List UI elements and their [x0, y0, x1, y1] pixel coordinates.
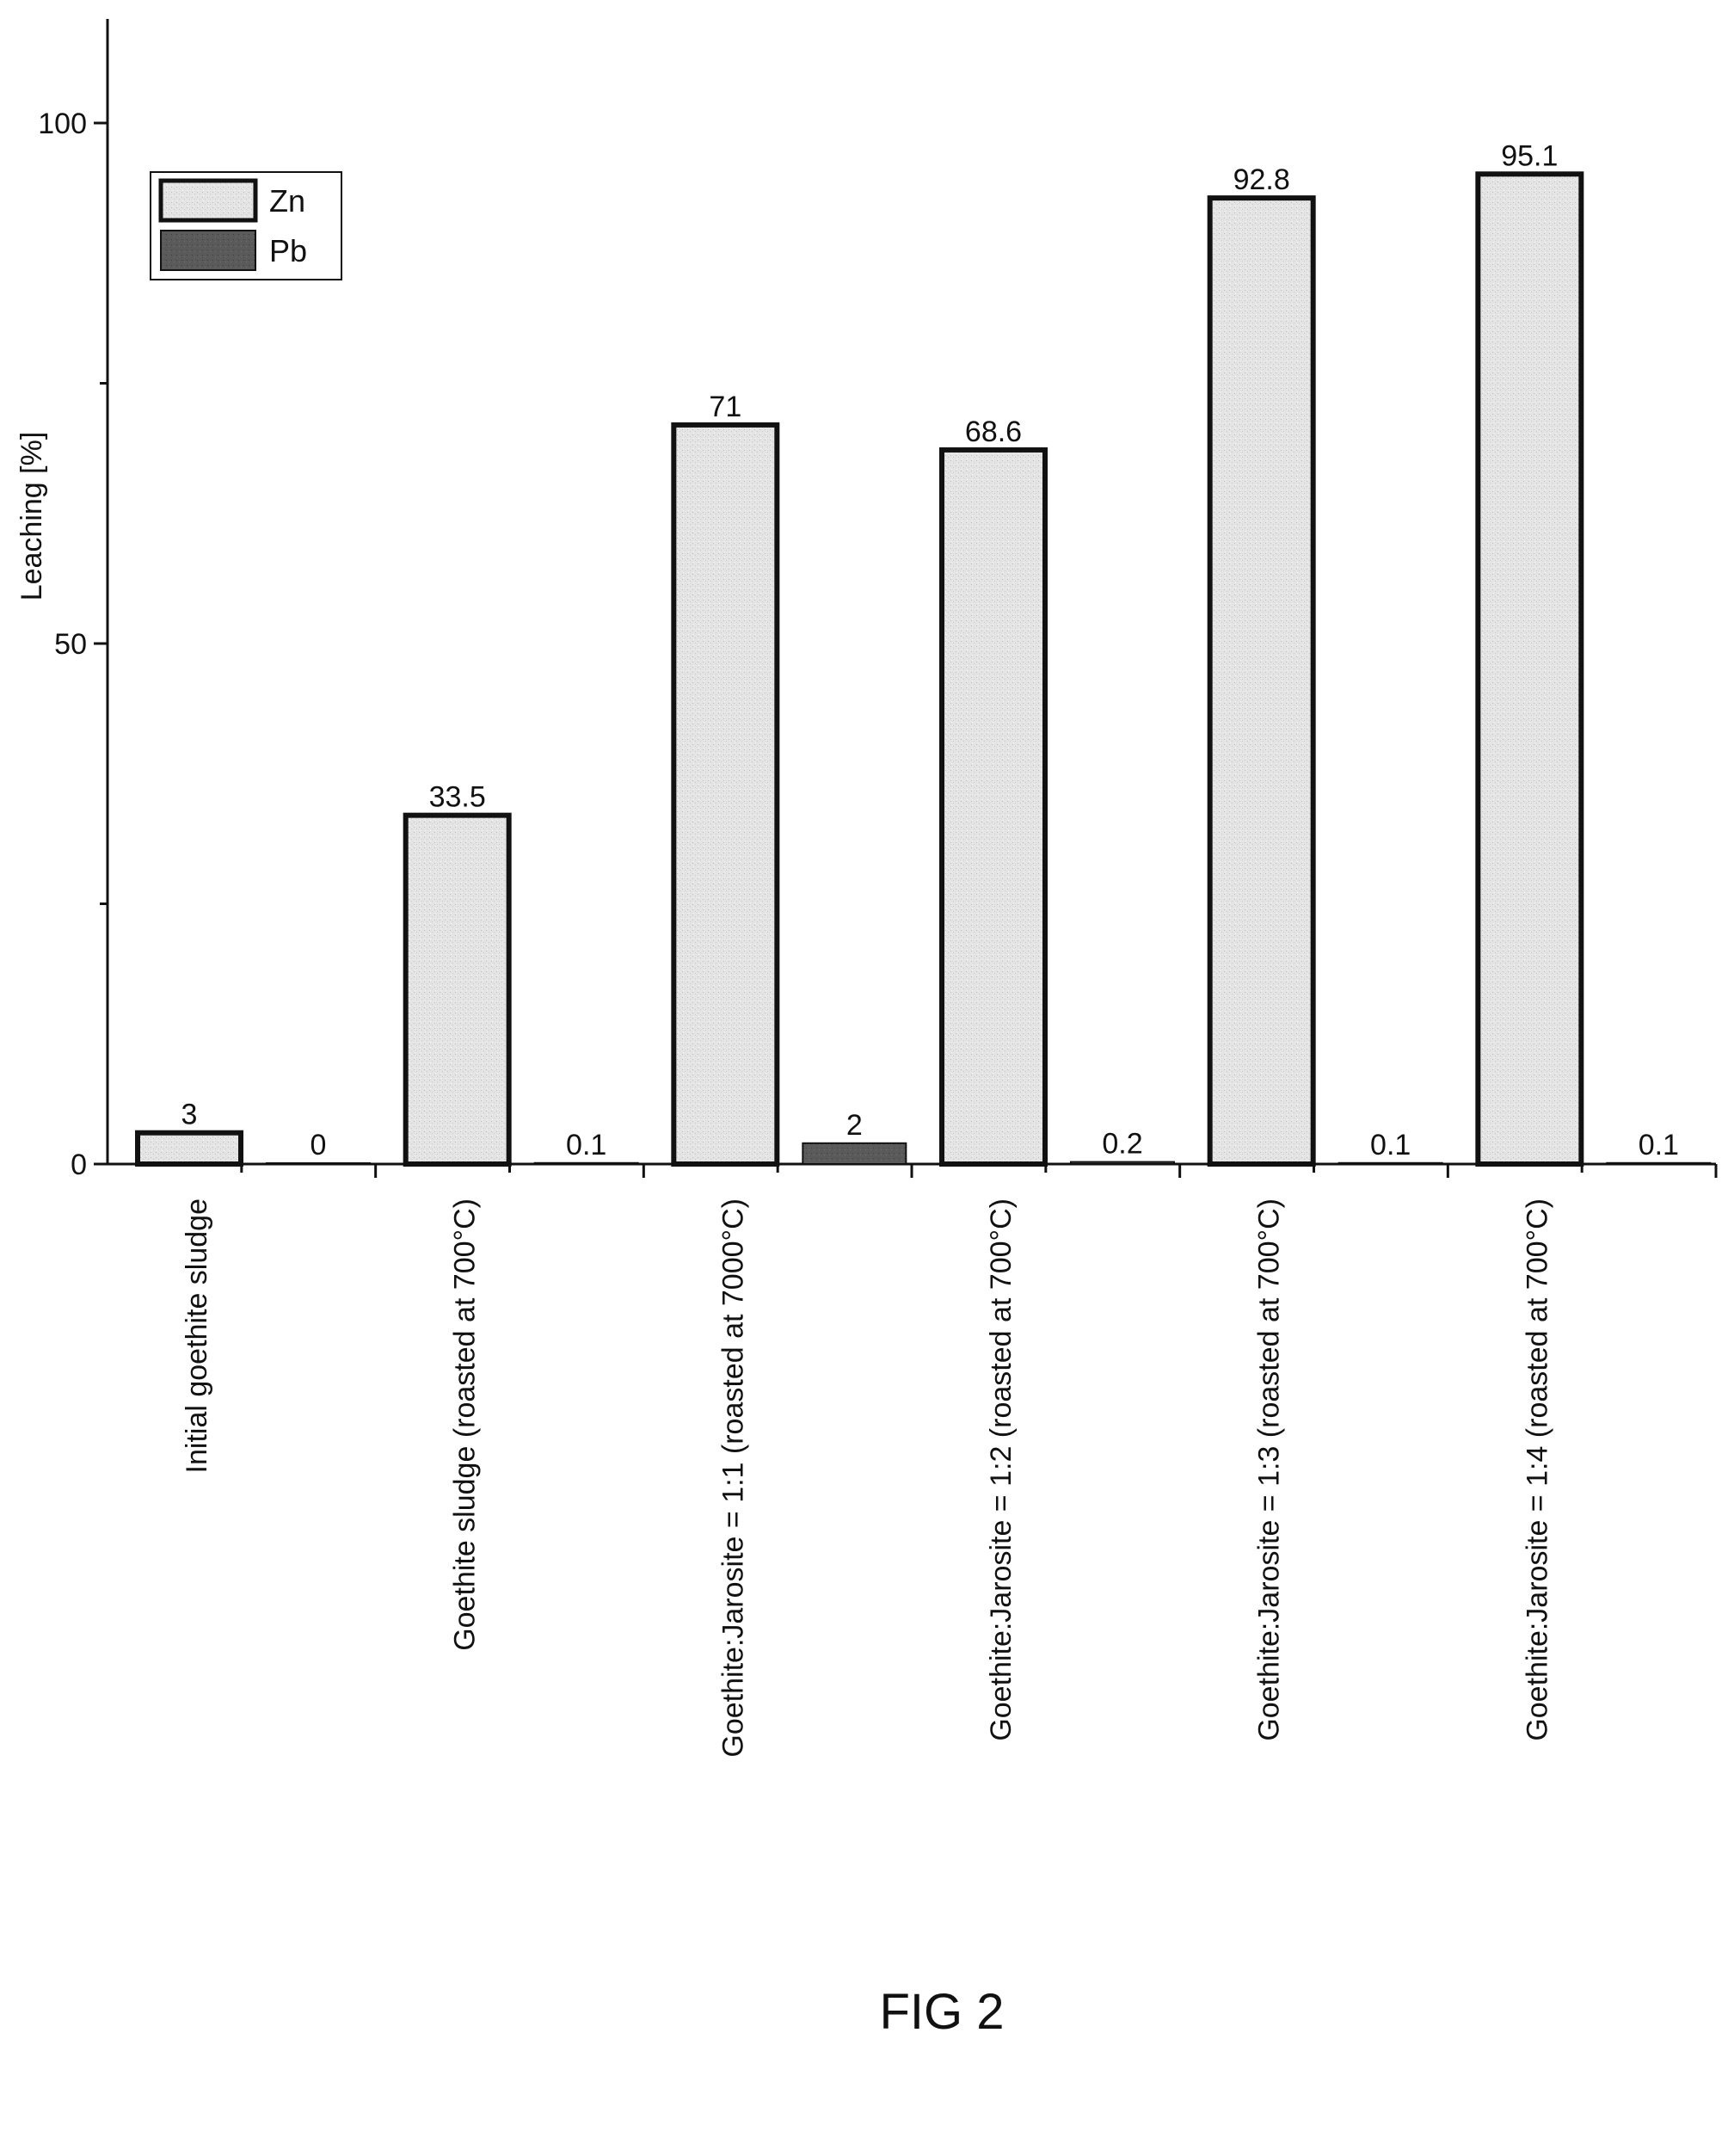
legend: Zn Pb — [150, 171, 342, 280]
category-label: Goethite:Jarosite = 1:1 (roasted at 7000… — [716, 1198, 749, 1758]
category-label: Goethite sludge (roasted at 700°C) — [449, 1198, 482, 1651]
bar-zn — [1207, 195, 1316, 1167]
legend-label-zn: Zn — [269, 183, 305, 219]
y-tick-label: 50 — [54, 628, 87, 661]
data-label-pb: 0 — [311, 1129, 327, 1161]
bar-pb — [802, 1142, 907, 1166]
data-label-pb: 0.1 — [1370, 1129, 1411, 1161]
y-tick-label: 0 — [71, 1149, 87, 1181]
bar-zn — [135, 1130, 243, 1167]
data-label-zn: 92.8 — [1233, 163, 1290, 196]
data-label-pb: 2 — [846, 1109, 863, 1142]
bar-zn — [939, 447, 1048, 1167]
bar-pb — [1070, 1161, 1175, 1165]
category-label: Goethite:Jarosite = 1:2 (roasted at 700°… — [985, 1198, 1018, 1741]
bar-zn — [403, 812, 512, 1167]
legend-label-pb: Pb — [269, 233, 307, 268]
data-label-pb: 0.2 — [1102, 1128, 1142, 1161]
y-tick-label: 100 — [38, 108, 87, 140]
category-label: Initial goethite sludge — [181, 1198, 213, 1473]
bar-zn — [1475, 171, 1584, 1167]
axes: 0 50 100 — [38, 19, 1718, 1181]
legend-swatch-zn — [158, 178, 258, 223]
data-labels: 3 0 33.5 0.1 71 2 68.6 0.2 92.8 0.1 95.1 0.1 — [181, 139, 1679, 1161]
data-label-zn: 71 — [709, 391, 741, 423]
bar-pb — [533, 1161, 639, 1166]
data-label-pb: 0.1 — [566, 1129, 606, 1161]
y-axis-title: Leaching [%] — [15, 432, 48, 601]
figure-caption: FIG 2 — [879, 1984, 1004, 2040]
category-labels: Initial goethite sludge Goethite sludge (… — [181, 1198, 1553, 1758]
bar-zn — [671, 422, 780, 1167]
data-label-zn: 68.6 — [965, 416, 1022, 448]
legend-swatch-pb — [160, 230, 256, 271]
data-label-zn: 95.1 — [1501, 139, 1558, 172]
data-label-zn: 33.5 — [429, 781, 486, 814]
data-label-pb: 0.1 — [1639, 1129, 1679, 1161]
category-label: Goethite:Jarosite = 1:4 (roasted at 700°… — [1521, 1198, 1553, 1741]
bars — [135, 171, 1712, 1167]
bar-pb — [266, 1162, 371, 1165]
bar-pb — [1606, 1161, 1712, 1166]
category-label: Goethite:Jarosite = 1:3 (roasted at 700°… — [1253, 1198, 1286, 1741]
bar-pb — [1338, 1161, 1443, 1166]
data-label-zn: 3 — [181, 1099, 198, 1131]
